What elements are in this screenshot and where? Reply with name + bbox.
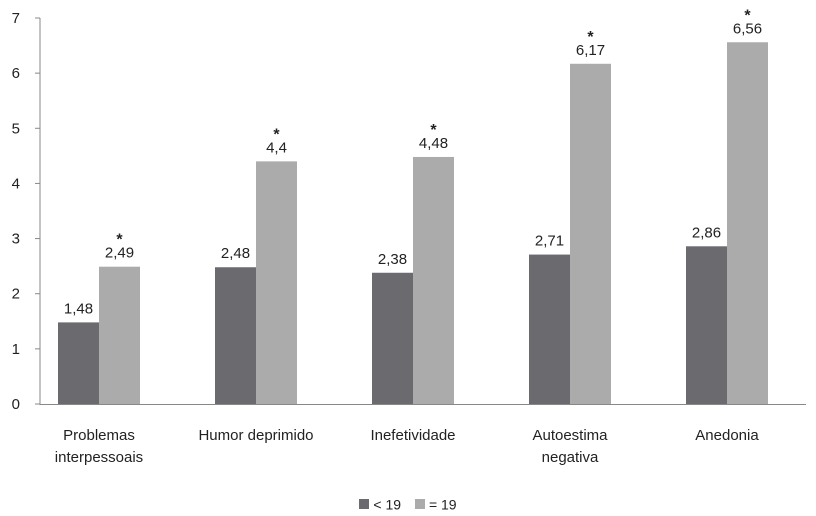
bar [727, 42, 768, 405]
y-tick-label: 0 [12, 396, 20, 413]
data-label: 2,71 [535, 233, 564, 250]
data-label: 2,49 [105, 245, 134, 262]
bars [58, 42, 768, 405]
y-tick-label: 4 [12, 175, 20, 192]
category-labels: Problemas interpessoais Humor deprimido Ine… [55, 427, 760, 466]
bar [413, 156, 454, 404]
significance-marker: * [430, 122, 437, 139]
data-label: 4,4 [266, 139, 287, 156]
bar [686, 246, 727, 404]
significance-marker: * [116, 232, 123, 249]
value-labels: 1,482,48 2,382,71 2,862,49*4,4*4,48*6,17*6… [64, 7, 762, 317]
y-tick-label: 5 [12, 120, 20, 137]
significance-marker: * [587, 29, 594, 46]
y-tick-label: 1 [12, 341, 20, 358]
significance-marker: * [273, 126, 280, 143]
legend-swatch-series-1 [359, 499, 370, 510]
bar [99, 266, 140, 404]
bar [256, 161, 297, 404]
x-tick-label: negativa [542, 449, 599, 466]
axes [39, 18, 806, 405]
y-tick-label: 3 [12, 231, 20, 248]
y-tick-label: 7 [12, 10, 20, 27]
data-label: 2,86 [692, 224, 721, 241]
bar [372, 272, 413, 404]
x-tick-label: Autoestima [532, 427, 608, 444]
y-tick-label: 2 [12, 286, 20, 303]
legend-swatch-series-2 [414, 499, 425, 510]
x-tick-label: interpessoais [55, 449, 143, 466]
legend-item-series-1: < 19 [359, 495, 401, 512]
x-tick-label: Inefetividade [370, 427, 455, 444]
data-label: 6,17 [576, 42, 605, 59]
data-label: 2,38 [378, 251, 407, 268]
data-label: 1,48 [64, 300, 93, 317]
y-tick-label: 6 [12, 65, 20, 82]
y-axis-ticks: 0 1 2 3 4 5 6 7 [12, 10, 40, 413]
x-tick-label: Anedonia [695, 427, 759, 444]
bar [570, 63, 611, 405]
data-label: 2,48 [221, 245, 250, 262]
bar [215, 267, 256, 404]
legend-item-series-2: = 19 [414, 495, 457, 513]
bar [58, 322, 99, 404]
bar [529, 254, 570, 404]
significance-marker: * [744, 7, 751, 24]
data-label: 4,48 [419, 135, 448, 152]
legend-label-series-2: = 19 [428, 496, 457, 513]
x-tick-label: Problemas [63, 427, 135, 444]
data-label: 6,56 [733, 20, 762, 37]
x-tick-label: Humor deprimido [198, 427, 313, 444]
legend-label-series-1: < 19 [373, 496, 402, 513]
legend: < 19 = 19 [0, 495, 816, 512]
